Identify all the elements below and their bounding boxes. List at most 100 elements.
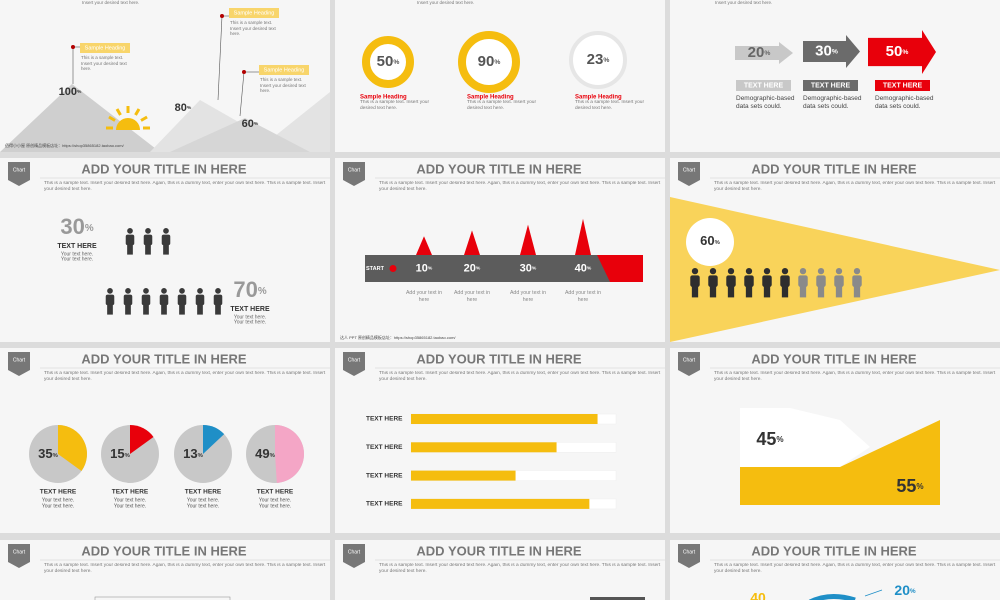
- pie-value: 35%: [38, 446, 58, 461]
- head: [215, 288, 221, 294]
- number: 40: [575, 262, 587, 274]
- number: 35: [38, 446, 52, 461]
- ring-value: 23%: [587, 51, 610, 68]
- ring-value: 50%: [377, 53, 400, 70]
- text-block: This is a sample text. Insert your desir…: [379, 181, 660, 192]
- body: [141, 294, 151, 306]
- value-label: 60%: [242, 118, 259, 130]
- paragraph: This is a sample text. Insert your desir…: [467, 100, 537, 111]
- body: [195, 294, 205, 306]
- arrow-value: 30%: [815, 42, 838, 59]
- ring-value: 90%: [478, 53, 501, 70]
- mountain: [0, 84, 160, 152]
- heading: Sample Heading: [85, 45, 126, 51]
- peak: [575, 218, 591, 255]
- ring: [458, 31, 520, 93]
- value-label: 100%: [59, 86, 82, 98]
- tag-shape: [343, 544, 365, 568]
- text-block: Demographic-based data sets could.: [875, 95, 934, 110]
- unit: %: [428, 266, 433, 272]
- person-icon: [141, 288, 151, 315]
- head: [197, 288, 203, 294]
- label: TEXT HERE: [257, 489, 294, 496]
- right-value: 55%: [896, 476, 923, 496]
- body: [708, 275, 718, 287]
- slide-title: ADD YOUR TITLE IN HERE: [416, 161, 581, 176]
- heading-box: [229, 8, 279, 18]
- sun: [116, 118, 140, 130]
- bar-label: TEXT HERE: [366, 472, 403, 479]
- tag-label: Chart: [683, 549, 696, 555]
- slide: Chart ADD YOUR TITLE IN HERE This is a sam…: [670, 158, 1000, 342]
- body: [816, 275, 826, 287]
- paragraph: This is a sample text. Insert your desir…: [44, 563, 326, 574]
- unit: %: [254, 121, 259, 127]
- number: 20: [894, 582, 910, 598]
- text-block: Demographic-based data sets could.: [736, 95, 795, 110]
- paragraph: This is a sample text. Insert your desir…: [714, 371, 996, 382]
- arrow: [868, 30, 936, 74]
- slide-title: ADD YOUR TITLE IN HERE: [416, 543, 581, 558]
- paragraph: This is a sample text. Insert your desir…: [44, 371, 326, 382]
- unit: %: [476, 266, 481, 272]
- pie-slice: [203, 425, 225, 454]
- number: 80: [175, 102, 187, 114]
- area-yellow: [740, 420, 940, 505]
- number: 45: [756, 429, 776, 449]
- text-block: This is a sample text. Insert your desir…: [575, 100, 644, 111]
- pie-slice: [58, 425, 87, 472]
- person-icon: [125, 228, 135, 255]
- paragraph: Add your text in here: [453, 290, 491, 303]
- unit: %: [270, 453, 276, 459]
- slide-title: ADD YOUR TITLE IN HERE: [416, 351, 581, 366]
- ring: [362, 36, 414, 88]
- person-icon: [798, 268, 808, 298]
- label-box: [803, 80, 858, 91]
- text-block: This is a sample text. Insert your desir…: [44, 181, 325, 192]
- label-box: [875, 80, 930, 91]
- head: [853, 268, 861, 275]
- area-white: [740, 408, 870, 467]
- slide-bg: [670, 540, 1000, 600]
- footer: 佰得小小屋 原创精品模板店址：https://shop35865182.taob…: [5, 142, 125, 148]
- number: 70: [233, 277, 257, 302]
- left-value: 45%: [756, 429, 783, 449]
- step-value: 10%: [416, 262, 433, 274]
- number: 30: [520, 262, 532, 274]
- pie-slice: [275, 425, 305, 483]
- legs: [781, 285, 789, 298]
- body: [726, 275, 736, 287]
- unit: %: [187, 105, 192, 111]
- start-dot: [389, 265, 397, 272]
- heading-box: [259, 65, 309, 75]
- body: [105, 294, 115, 306]
- number: 90: [478, 53, 495, 70]
- text: Your text here.: [234, 314, 266, 320]
- head: [127, 228, 133, 234]
- number: 60: [242, 118, 254, 130]
- tag-label: Chart: [13, 549, 26, 555]
- unit: %: [603, 57, 609, 64]
- footer: 达人 PPT 原创精品模板店址：https://shop35865182.tao…: [340, 334, 456, 340]
- unit: %: [85, 223, 94, 234]
- tag-label: Chart: [13, 357, 26, 363]
- paragraph: This is a sample text. Insert your desir…: [379, 563, 661, 574]
- group-value: 30%: [60, 214, 93, 239]
- arrow: [803, 35, 860, 68]
- value-label: 80%: [175, 102, 192, 114]
- unit: %: [587, 266, 592, 272]
- person-icon: [834, 268, 844, 298]
- unit: %: [902, 49, 908, 56]
- body: [143, 234, 153, 246]
- text: Your text here.: [61, 256, 93, 262]
- text: Insert your desired text here.: [417, 0, 474, 5]
- person-icon: [213, 288, 223, 315]
- slide: Chart ADD YOUR TITLE IN HERE This is a sam…: [670, 540, 1000, 600]
- number: 49: [255, 446, 269, 461]
- text: Your text here.: [114, 497, 146, 503]
- head: [799, 268, 807, 275]
- legs: [215, 304, 221, 315]
- number: 30: [815, 42, 832, 59]
- person-icon: [143, 228, 153, 255]
- person-icon: [177, 288, 187, 315]
